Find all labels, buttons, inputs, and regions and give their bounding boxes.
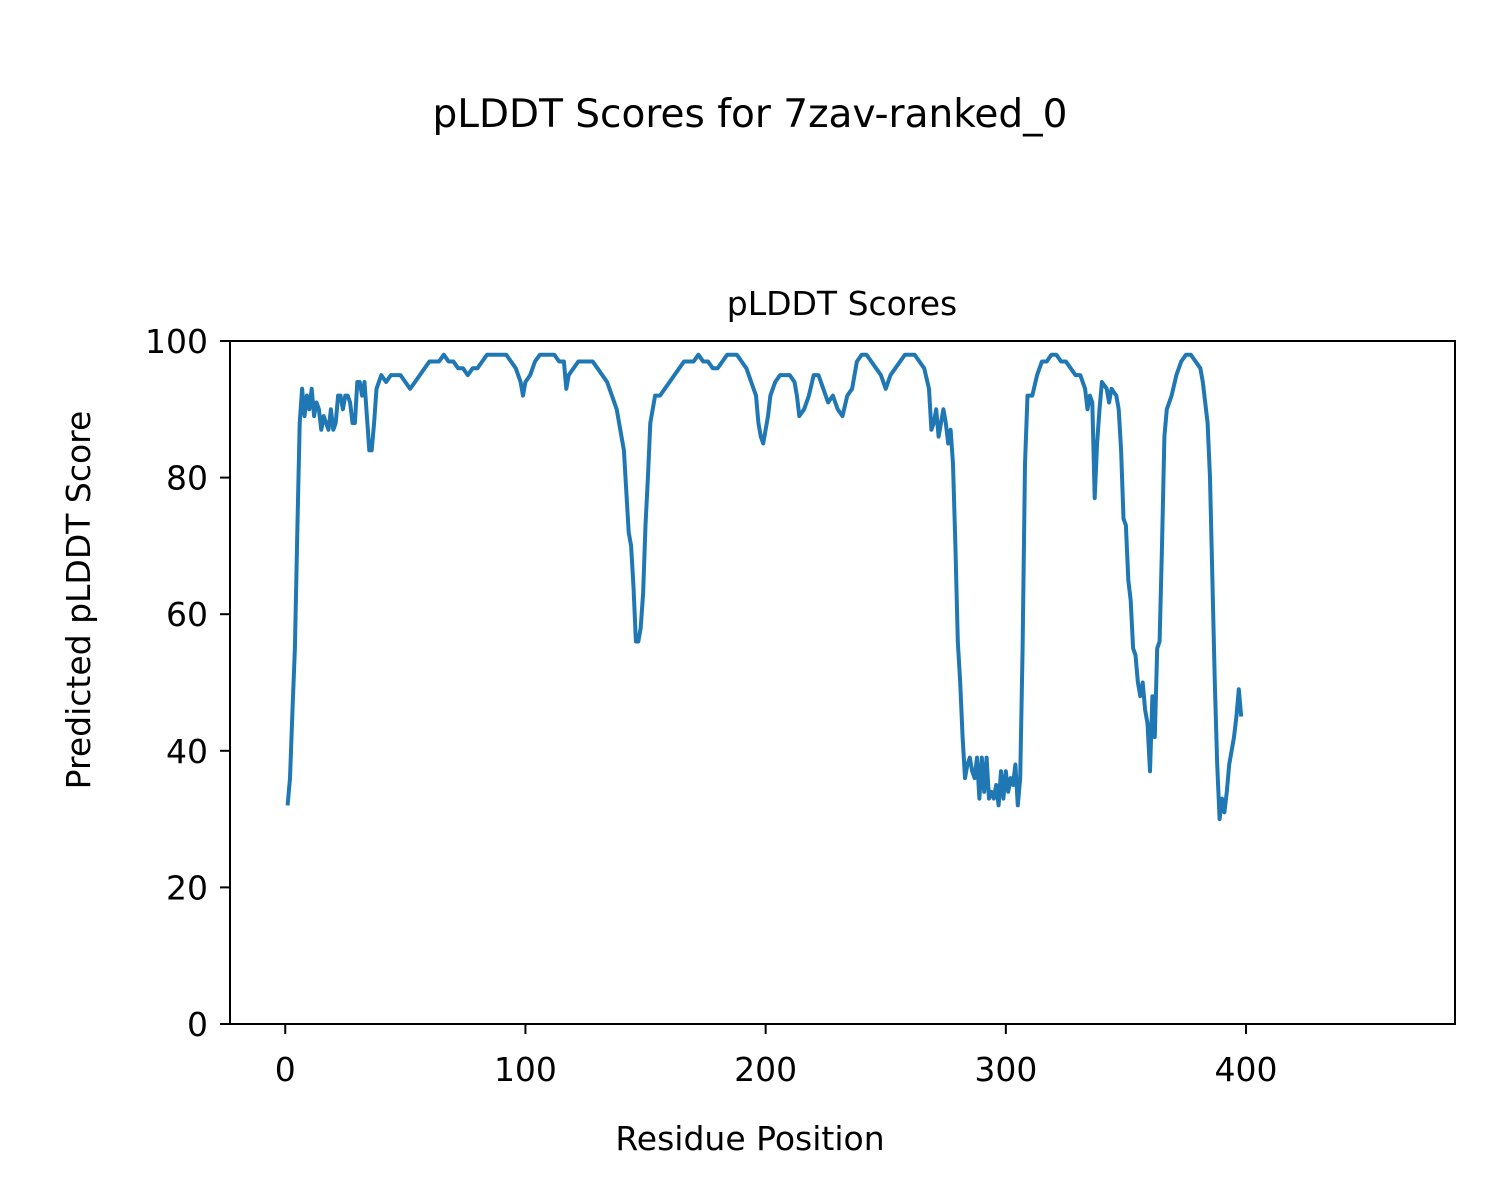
x-tick-label: 400 [1215, 1050, 1278, 1089]
x-tick-label: 200 [734, 1050, 797, 1089]
x-tick-label: 300 [974, 1050, 1037, 1089]
x-tick-label: 0 [275, 1050, 296, 1089]
x-tick-label: 100 [494, 1050, 557, 1089]
chart-subtitle: pLDDT Scores [727, 284, 957, 323]
figure-title: pLDDT Scores for 7zav-ranked_0 [432, 92, 1068, 137]
plot-area [285, 352, 1244, 822]
y-tick-label: 20 [166, 868, 208, 907]
y-tick-label: 0 [187, 1005, 208, 1044]
x-axis-ticks: 0 100 200 300 400 [275, 1024, 1278, 1089]
y-tick-label: 80 [166, 459, 208, 498]
axes-frame [229, 340, 1456, 1025]
series-line-0 [285, 352, 1244, 822]
y-tick-label: 60 [166, 595, 208, 634]
x-axis-label: Residue Position [615, 1119, 884, 1158]
y-axis-ticks: 0 20 40 60 80 100 [145, 322, 230, 1044]
y-axis-label: Predicted pLDDT Score [59, 411, 98, 790]
y-tick-label: 40 [166, 732, 208, 771]
y-tick-label: 100 [145, 322, 208, 361]
